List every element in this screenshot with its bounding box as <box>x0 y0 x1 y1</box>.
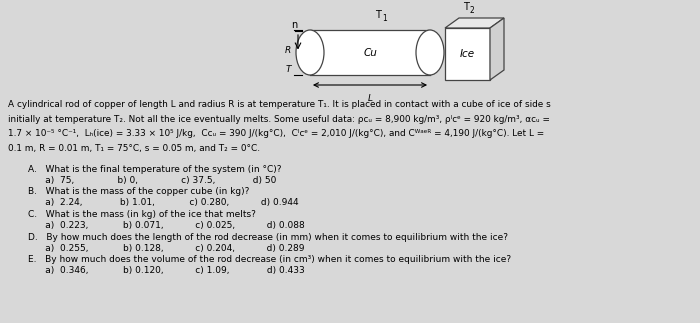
Ellipse shape <box>296 30 324 75</box>
Polygon shape <box>445 18 504 28</box>
Text: B.   What is the mass of the copper cube (in kg)?: B. What is the mass of the copper cube (… <box>28 187 249 196</box>
Text: 2: 2 <box>470 6 475 15</box>
Text: R: R <box>285 46 291 55</box>
Bar <box>310 30 430 75</box>
Ellipse shape <box>416 30 444 75</box>
Text: a)  75,               b) 0,               c) 37.5,             d) 50: a) 75, b) 0, c) 37.5, d) 50 <box>28 176 276 185</box>
Text: a)  0.223,            b) 0.071,           c) 0.025,           d) 0.088: a) 0.223, b) 0.071, c) 0.025, d) 0.088 <box>28 221 304 230</box>
Text: Cu: Cu <box>363 47 377 57</box>
Text: E.   By how much does the volume of the rod decrease (in cm³) when it comes to e: E. By how much does the volume of the ro… <box>28 255 511 264</box>
Text: a)  2.24,             b) 1.01,            c) 0.280,           d) 0.944: a) 2.24, b) 1.01, c) 0.280, d) 0.944 <box>28 199 299 207</box>
Bar <box>445 28 490 80</box>
Text: D.   By how much does the length of the rod decrease (in mm) when it comes to eq: D. By how much does the length of the ro… <box>28 233 508 242</box>
Text: initially at temperature T₂. Not all the ice eventually melts. Some useful data:: initially at temperature T₂. Not all the… <box>8 114 550 123</box>
Polygon shape <box>490 18 504 80</box>
Text: n: n <box>291 20 298 30</box>
Text: C.   What is the mass (in kg) of the ice that melts?: C. What is the mass (in kg) of the ice t… <box>28 210 256 219</box>
Text: 0.1 m, R = 0.01 m, T₁ = 75°C, s = 0.05 m, and T₂ = 0°C.: 0.1 m, R = 0.01 m, T₁ = 75°C, s = 0.05 m… <box>8 143 260 152</box>
Text: A.   What is the final temperature of the system (in °C)?: A. What is the final temperature of the … <box>28 165 281 174</box>
Text: 1.7 × 10⁻⁵ °C⁻¹,  Lₕ(ice) = 3.33 × 10⁵ J/kg,  Cᴄᵤ = 390 J/(kg°C),  Cᴵᴄᵉ = 2,010 : 1.7 × 10⁻⁵ °C⁻¹, Lₕ(ice) = 3.33 × 10⁵ J/… <box>8 129 544 138</box>
Text: 1: 1 <box>382 14 386 23</box>
Text: A cylindrical rod of copper of length L and radius R is at temperature T₁. It is: A cylindrical rod of copper of length L … <box>8 100 551 109</box>
Text: T: T <box>463 2 469 12</box>
Text: T: T <box>286 65 291 74</box>
Text: L: L <box>368 94 372 103</box>
Text: T: T <box>375 10 381 20</box>
Text: a)  0.346,            b) 0.120,           c) 1.09,             d) 0.433: a) 0.346, b) 0.120, c) 1.09, d) 0.433 <box>28 266 304 275</box>
Text: Ice: Ice <box>460 49 475 59</box>
Text: a)  0.255,            b) 0.128,           c) 0.204,           d) 0.289: a) 0.255, b) 0.128, c) 0.204, d) 0.289 <box>28 244 304 253</box>
